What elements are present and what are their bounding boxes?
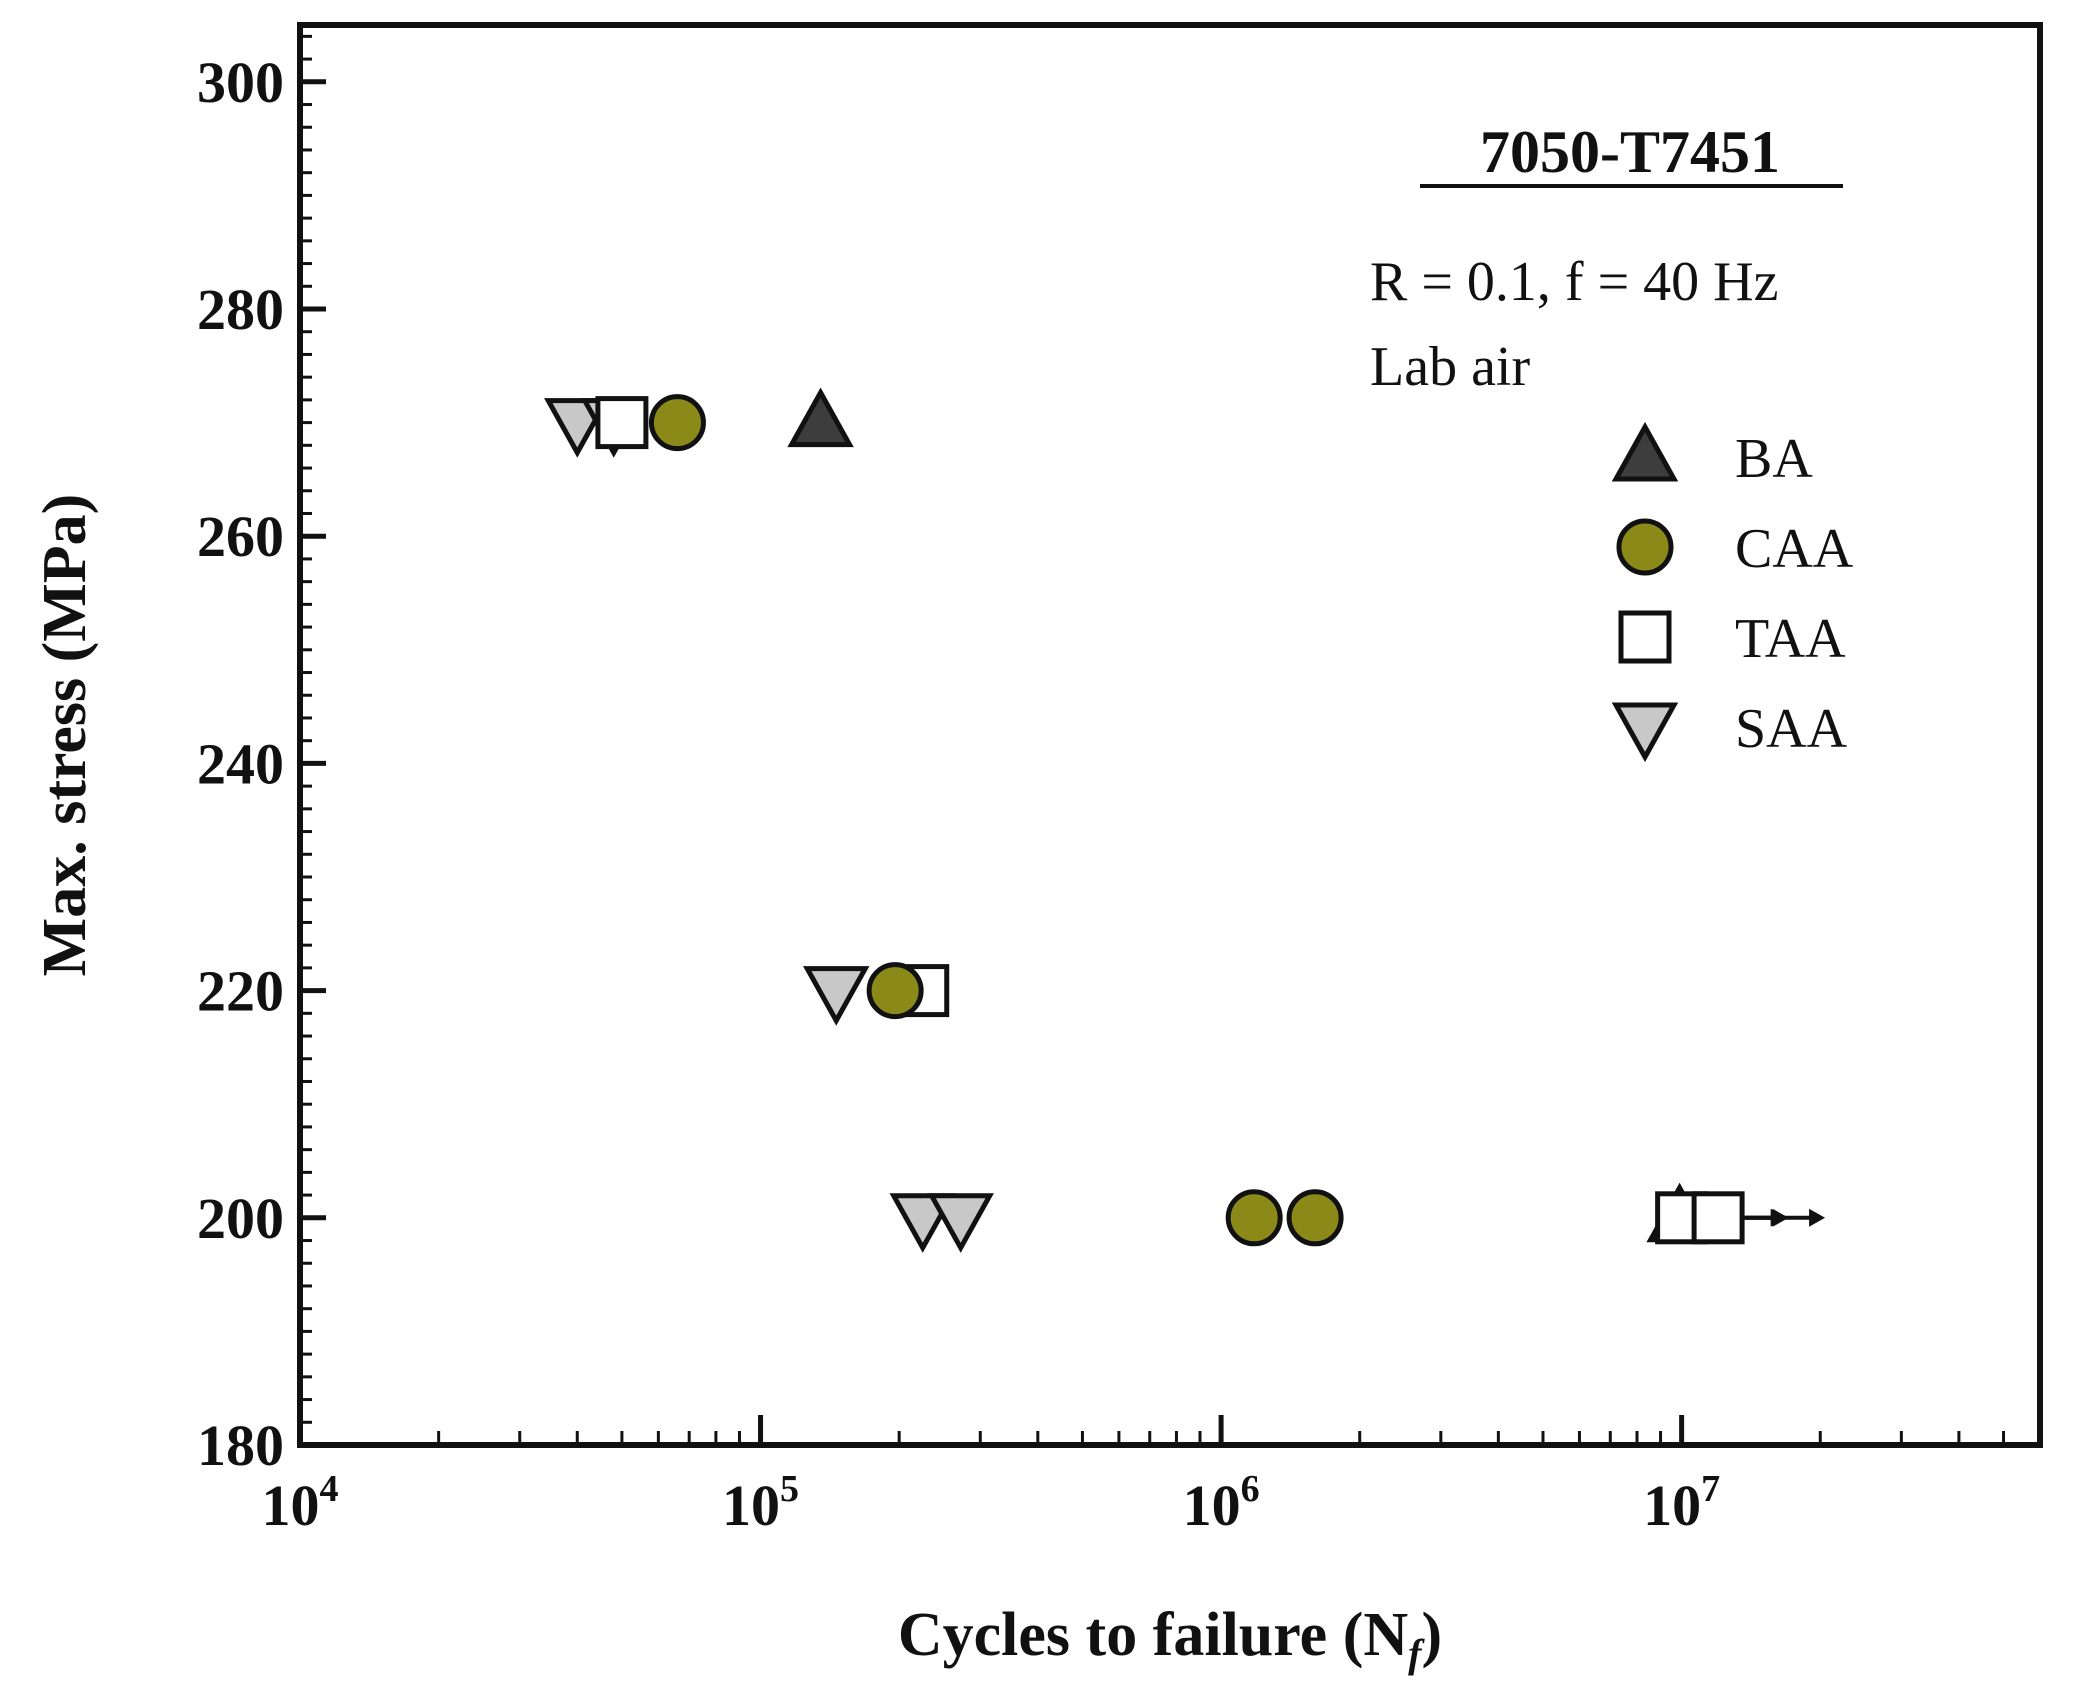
- series-caa: [648, 394, 1344, 1247]
- legend-marker-saa: [1611, 702, 1679, 763]
- legend-label-caa: CAA: [1735, 518, 1854, 580]
- test-conditions-annotation: R = 0.1, f = 40 Hz: [1370, 251, 1778, 313]
- legend-item-taa: TAA: [1618, 608, 1846, 670]
- y-tick-label: 300: [197, 50, 284, 115]
- x-axis-label-close: ): [1421, 1601, 1442, 1669]
- x-tick-exponent: 7: [1701, 1468, 1720, 1510]
- legend-item-ba: BA: [1611, 421, 1813, 490]
- data-point-taa: [595, 396, 649, 450]
- runout-arrowhead: [1809, 1208, 1826, 1227]
- x-axis-label: Cycles to failure (Nf): [898, 1601, 1442, 1676]
- y-tick-label: 260: [197, 504, 284, 569]
- y-tick-label: 200: [197, 1186, 284, 1251]
- legend: BA CAA TAA SAA: [1611, 421, 1854, 763]
- legend-marker-caa: [1616, 518, 1674, 576]
- y-tick-label: 280: [197, 277, 284, 342]
- x-tick-exponent: 5: [780, 1468, 799, 1510]
- x-axis-ticks: [297, 1415, 2042, 1445]
- data-point-caa: [866, 962, 924, 1020]
- legend-label-taa: TAA: [1735, 608, 1846, 670]
- y-tick-label: 240: [197, 731, 284, 796]
- plot-frame: [297, 22, 2043, 1448]
- legend-item-saa: SAA: [1611, 698, 1848, 763]
- data-point-ba: [787, 387, 854, 448]
- series-saa: [544, 398, 994, 1253]
- data-point-caa: [1225, 1189, 1283, 1247]
- x-tick-label: 104: [262, 1468, 339, 1538]
- x-tick-label: 107: [1643, 1468, 1720, 1538]
- y-tick-labels: 180 200 220 240 260 280 300: [197, 50, 284, 1478]
- x-tick-base: 10: [262, 1473, 320, 1538]
- data-point-caa: [1286, 1189, 1344, 1247]
- x-tick-labels: 104 105 106 107: [262, 1468, 1721, 1538]
- x-tick-base: 10: [722, 1473, 780, 1538]
- x-tick-label: 105: [722, 1468, 799, 1538]
- y-tick-label: 220: [197, 959, 284, 1024]
- y-axis-label: Max. stress (MPa): [31, 494, 99, 977]
- data-point-caa: [648, 394, 706, 452]
- data-point-saa: [802, 966, 870, 1026]
- x-axis-label-subscript: f: [1408, 1631, 1425, 1676]
- data-point-saa: [927, 1193, 994, 1253]
- chart-title: 7050-T7451: [1480, 119, 1780, 185]
- series-layer: [544, 387, 1826, 1253]
- legend-item-caa: CAA: [1616, 518, 1854, 580]
- x-axis-label-main: Cycles to failure (N: [898, 1601, 1408, 1669]
- legend-label-saa: SAA: [1735, 698, 1848, 760]
- legend-label-ba: BA: [1735, 428, 1813, 490]
- environment-annotation: Lab air: [1370, 336, 1530, 398]
- y-axis-ticks: [300, 34, 326, 1448]
- data-point-taa: [1691, 1191, 1745, 1245]
- x-tick-label: 106: [1183, 1468, 1260, 1538]
- x-tick-base: 10: [1643, 1473, 1701, 1538]
- x-tick-exponent: 4: [320, 1468, 339, 1510]
- legend-marker-ba: [1611, 421, 1679, 482]
- legend-marker-taa: [1618, 610, 1672, 664]
- y-tick-label: 180: [197, 1413, 284, 1478]
- x-tick-exponent: 6: [1241, 1468, 1260, 1510]
- x-tick-base: 10: [1183, 1473, 1241, 1538]
